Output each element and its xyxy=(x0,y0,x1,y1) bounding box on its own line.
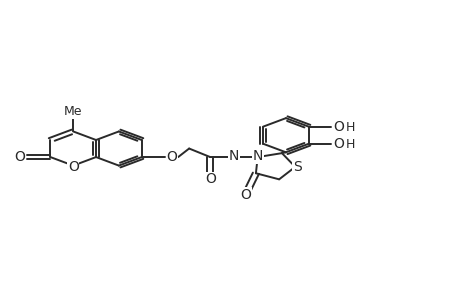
Text: O: O xyxy=(332,137,343,151)
Text: O: O xyxy=(332,120,343,134)
Text: N: N xyxy=(228,148,239,163)
Text: O: O xyxy=(14,150,25,164)
Text: N: N xyxy=(252,149,263,163)
Text: H: H xyxy=(345,121,354,134)
Text: O: O xyxy=(204,172,215,186)
Text: O: O xyxy=(166,150,177,164)
Text: S: S xyxy=(292,160,301,174)
Text: O: O xyxy=(240,188,251,202)
Text: Me: Me xyxy=(64,105,82,118)
Text: O: O xyxy=(67,160,78,174)
Text: H: H xyxy=(345,138,354,151)
